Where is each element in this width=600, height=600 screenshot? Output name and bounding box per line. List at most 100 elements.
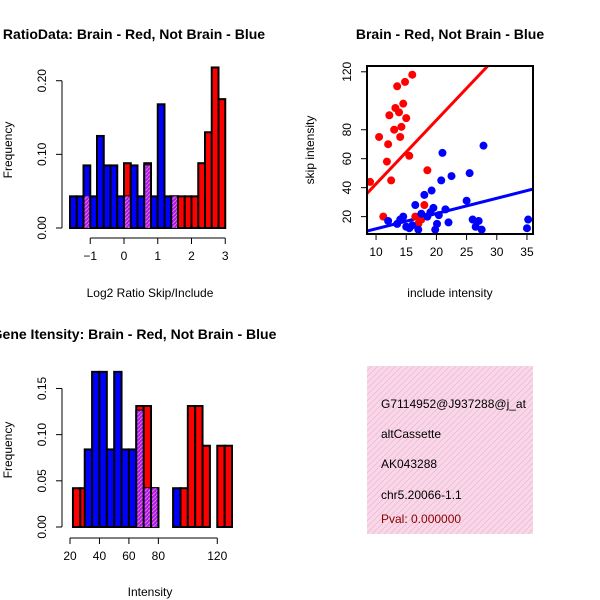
y-tick-label: 0.15 bbox=[35, 376, 49, 400]
x-tick-label: 25 bbox=[460, 245, 474, 259]
info-panel: G7114952@J937288@j_at altCassette AK0432… bbox=[367, 366, 533, 534]
x-tick-label: −1 bbox=[83, 249, 97, 263]
point-brain bbox=[382, 157, 391, 166]
point-not-brain bbox=[441, 205, 450, 214]
bar-not-brain bbox=[75, 195, 85, 230]
point-brain bbox=[402, 114, 411, 123]
bar-overlap bbox=[137, 410, 143, 527]
bar-overlap bbox=[145, 165, 150, 228]
intensity-histogram: Gene Itensity: Brain - Red, Not Brain - … bbox=[0, 326, 277, 599]
bar-brain bbox=[197, 162, 206, 229]
point-not-brain bbox=[429, 203, 438, 212]
intensity-histogram-axes: 20 40 60 80 120 0.00 0.05 0.10 0.15 bbox=[35, 376, 228, 563]
intensity-histogram-bars bbox=[71, 370, 234, 528]
point-not-brain bbox=[479, 141, 488, 150]
point-brain bbox=[384, 140, 393, 149]
bar-brain bbox=[210, 66, 220, 229]
bar-not-brain bbox=[150, 195, 159, 230]
x-tick-label: 15 bbox=[400, 245, 414, 259]
point-brain bbox=[405, 151, 414, 160]
point-not-brain bbox=[438, 148, 447, 157]
ratio-histogram-bars bbox=[69, 66, 227, 230]
bar-brain bbox=[201, 444, 211, 528]
point-not-brain bbox=[408, 221, 417, 230]
bar-overlap bbox=[152, 488, 158, 527]
x-tick-label: 1 bbox=[154, 249, 161, 263]
bar-brain bbox=[204, 131, 213, 229]
x-tick-label: 0 bbox=[121, 249, 128, 263]
y-tick-label: 0.00 bbox=[35, 216, 49, 240]
scatter-ylabel: skip intensity bbox=[303, 116, 317, 185]
point-not-brain bbox=[522, 224, 531, 233]
bar-brain bbox=[217, 98, 227, 229]
y-tick-label: 0.10 bbox=[35, 142, 49, 166]
ratio-histogram: RatioData: Brain - Red, Not Brain - Blue… bbox=[1, 26, 265, 300]
point-not-brain bbox=[524, 215, 533, 224]
bar-not-brain bbox=[105, 448, 116, 528]
bar-brain bbox=[216, 444, 226, 528]
point-brain bbox=[401, 77, 410, 86]
bar-not-brain bbox=[172, 487, 182, 528]
point-not-brain bbox=[427, 186, 436, 195]
bar-overlap bbox=[125, 196, 130, 228]
point-not-brain bbox=[411, 201, 420, 210]
y-tick-label: 60 bbox=[340, 152, 354, 166]
point-not-brain bbox=[384, 216, 393, 225]
point-brain bbox=[393, 82, 402, 91]
point-brain bbox=[399, 99, 408, 108]
point-brain bbox=[408, 70, 417, 79]
intensity-histogram-title: Gene Itensity: Brain - Red, Not Brain - … bbox=[0, 326, 277, 342]
point-not-brain bbox=[447, 172, 456, 181]
scatter-title: Brain - Red, Not Brain - Blue bbox=[356, 26, 544, 42]
point-not-brain bbox=[437, 176, 446, 185]
point-brain bbox=[411, 212, 420, 221]
x-tick-label: 10 bbox=[369, 245, 383, 259]
point-not-brain bbox=[477, 225, 486, 234]
x-tick-label: 30 bbox=[490, 245, 504, 259]
bar-not-brain bbox=[116, 195, 125, 230]
bar-brain bbox=[177, 195, 186, 230]
bar-not-brain bbox=[91, 370, 101, 528]
x-tick-label: 20 bbox=[430, 245, 444, 259]
bar-overlap bbox=[144, 488, 150, 527]
info-panel-background bbox=[367, 366, 533, 534]
bar-not-brain bbox=[102, 164, 112, 229]
bar-brain bbox=[186, 405, 197, 528]
bar-not-brain bbox=[98, 370, 108, 528]
point-brain bbox=[394, 108, 403, 117]
point-brain bbox=[387, 176, 396, 185]
point-brain bbox=[375, 132, 384, 141]
bar-brain bbox=[223, 444, 234, 528]
y-tick-label: 0.00 bbox=[35, 515, 49, 539]
point-brain bbox=[417, 215, 426, 224]
bar-not-brain bbox=[163, 195, 173, 230]
point-brain bbox=[396, 132, 405, 141]
bar-not-brain bbox=[96, 134, 105, 229]
y-tick-label: 0.10 bbox=[35, 423, 49, 447]
ratio-histogram-xlabel: Log2 Ratio Skip/Include bbox=[87, 286, 214, 300]
y-tick-label: 80 bbox=[340, 123, 354, 137]
info-probe-id: G7114952@J937288@j_at bbox=[381, 397, 527, 411]
point-not-brain bbox=[420, 190, 429, 199]
x-tick-label: 35 bbox=[520, 245, 534, 259]
bar-not-brain bbox=[89, 195, 98, 230]
bar-brain bbox=[179, 487, 189, 528]
point-brain bbox=[420, 201, 429, 210]
bar-not-brain bbox=[156, 103, 166, 229]
info-pvalue: Pval: 0.000000 bbox=[381, 512, 461, 526]
scatter-xlabel: include intensity bbox=[407, 286, 492, 300]
point-not-brain bbox=[414, 225, 423, 234]
y-tick-label: 40 bbox=[340, 181, 354, 195]
bar-not-brain bbox=[109, 164, 119, 229]
point-brain bbox=[385, 111, 394, 120]
bar-brain bbox=[183, 195, 193, 230]
ratio-histogram-title: RatioData: Brain - Red, Not Brain - Blue bbox=[3, 26, 265, 42]
point-not-brain bbox=[399, 212, 408, 221]
point-not-brain bbox=[417, 209, 426, 218]
x-tick-label: 3 bbox=[222, 249, 229, 263]
intensity-histogram-xlabel: Intensity bbox=[128, 585, 173, 599]
scatter-points bbox=[366, 70, 533, 234]
bar-not-brain bbox=[69, 195, 78, 230]
fit-line-brain bbox=[367, 66, 489, 195]
